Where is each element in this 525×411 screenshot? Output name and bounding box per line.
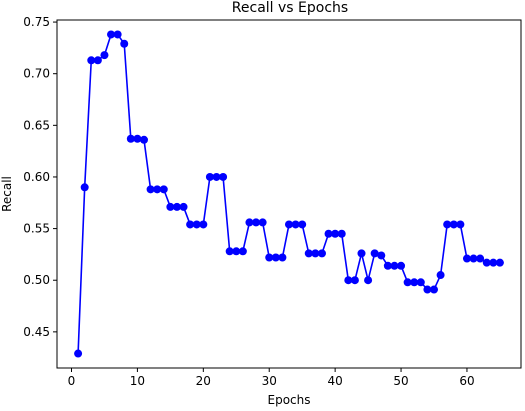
data-point	[390, 261, 399, 270]
data-point	[166, 202, 175, 211]
recall-line	[77, 33, 500, 354]
data-point	[265, 253, 274, 262]
data-point	[232, 247, 241, 256]
data-point	[324, 229, 333, 238]
data-point	[304, 249, 313, 258]
data-point	[416, 278, 425, 287]
data-point	[113, 30, 122, 39]
data-point	[126, 134, 135, 143]
data-point	[205, 172, 214, 181]
chart-title: Recall vs Epochs	[232, 0, 348, 16]
data-point	[469, 254, 478, 263]
data-point	[159, 185, 168, 194]
data-point	[219, 172, 228, 181]
plot-frame	[56, 19, 522, 369]
x-tick-label: 0	[68, 374, 76, 388]
x-axis-label: Epochs	[268, 393, 311, 407]
data-point	[436, 271, 445, 280]
x-tick-label: 10	[130, 374, 145, 388]
x-tick-label: 60	[459, 374, 474, 388]
x-tick-label: 50	[393, 374, 408, 388]
y-axis-label: Recall	[0, 176, 14, 212]
data-point	[357, 249, 366, 258]
data-point	[443, 220, 452, 229]
x-tick-label: 30	[262, 374, 277, 388]
data-point	[410, 278, 419, 287]
data-point	[344, 276, 353, 285]
data-point	[120, 39, 129, 48]
data-point	[403, 278, 412, 287]
y-tick-label: 0.70	[23, 67, 50, 81]
data-point	[172, 202, 181, 211]
y-tick-label: 0.45	[23, 325, 50, 339]
data-point	[153, 185, 162, 194]
data-point	[199, 220, 208, 229]
data-point	[337, 229, 346, 238]
data-point	[350, 276, 359, 285]
y-tick-label: 0.55	[23, 222, 50, 236]
data-point	[285, 220, 293, 229]
data-point	[423, 285, 432, 294]
data-point	[291, 220, 300, 229]
data-point	[133, 134, 142, 143]
data-point	[317, 249, 326, 258]
y-tick-label: 0.65	[23, 118, 50, 132]
data-point	[383, 261, 392, 270]
data-point	[74, 349, 83, 358]
data-point	[278, 253, 287, 262]
data-point	[212, 172, 221, 181]
data-point	[107, 30, 116, 39]
data-point	[397, 261, 406, 270]
data-point	[245, 218, 254, 227]
y-tick-label: 0.75	[23, 15, 50, 29]
data-point	[456, 220, 465, 229]
x-tick-label: 20	[196, 374, 211, 388]
data-point	[140, 135, 148, 144]
data-point	[377, 251, 386, 260]
data-point	[430, 285, 438, 294]
data-point	[146, 185, 155, 194]
data-point	[370, 249, 379, 258]
data-point	[462, 254, 471, 263]
data-point	[482, 258, 491, 267]
data-point	[449, 220, 458, 229]
data-point	[225, 247, 234, 256]
data-point	[100, 51, 109, 60]
data-point	[238, 247, 247, 256]
data-point	[192, 220, 201, 229]
data-point	[258, 218, 267, 227]
y-tick-label: 0.60	[23, 170, 50, 184]
data-point	[179, 202, 188, 211]
axes: 0 10 20 30 40 50 60 0.45 0.50 0.55 0.60 0.65 0.70 0.7…	[23, 15, 474, 388]
data-point	[476, 254, 485, 263]
data-point	[252, 218, 261, 227]
data-point	[80, 183, 89, 192]
data-point	[311, 249, 320, 258]
data-point	[298, 220, 307, 229]
data-point	[87, 56, 96, 65]
data-point	[489, 258, 498, 267]
recall-series	[74, 30, 504, 358]
data-point	[364, 276, 373, 285]
data-point	[271, 253, 280, 262]
data-point	[186, 220, 195, 229]
y-tick-label: 0.50	[23, 273, 50, 287]
x-tick-label: 40	[327, 374, 342, 388]
data-point	[331, 229, 340, 238]
data-point	[93, 56, 102, 65]
data-point	[495, 258, 504, 267]
